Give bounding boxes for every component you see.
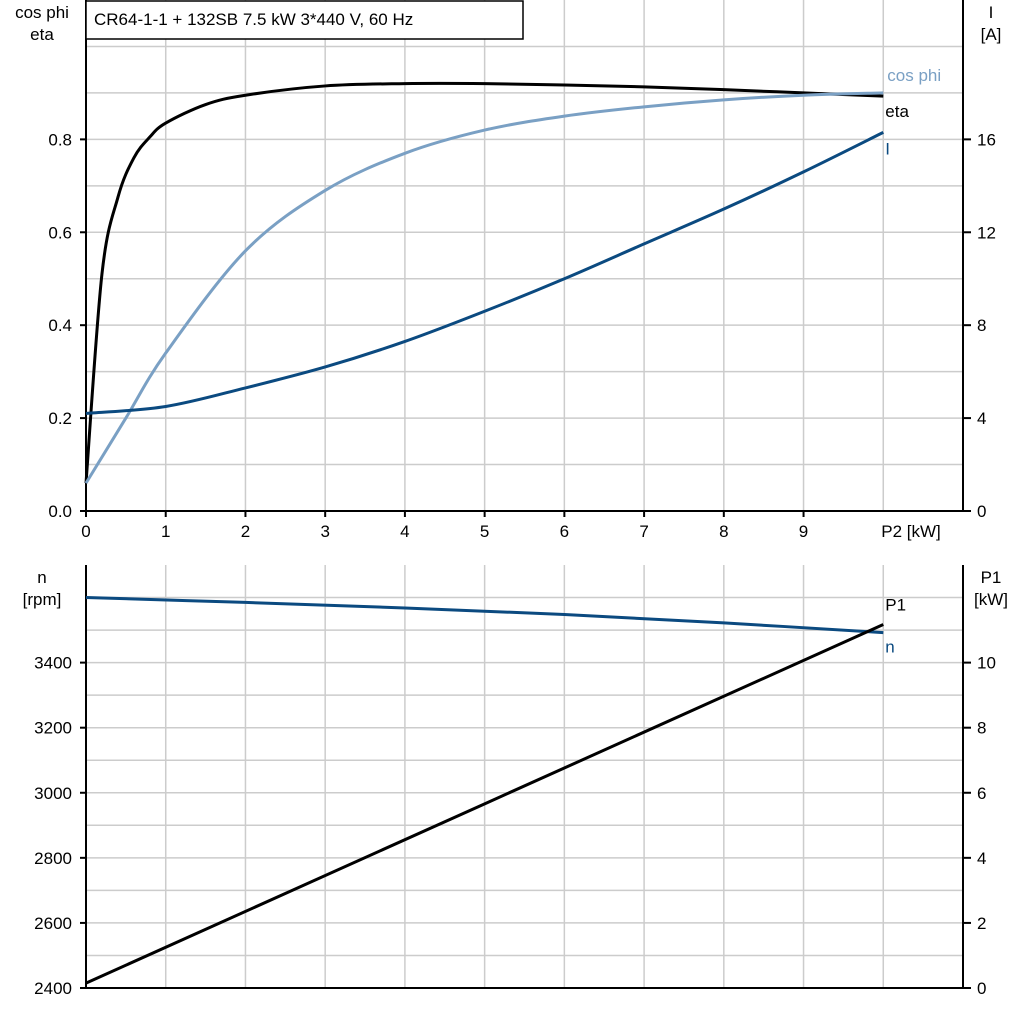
title-box [85,0,524,40]
y-tick-label-right: 16 [977,130,996,149]
y-axis-label-left: n [37,568,46,587]
y-tick-label-left: 0.4 [48,316,72,335]
y-tick-label-right: 6 [977,784,986,803]
y-axis-label-right: P1 [981,568,1002,587]
y-tick-label-left: 2800 [34,849,72,868]
series-line-n [85,596,884,635]
x-tick-label: 2 [241,522,250,541]
y-tick-label-left: 3200 [34,719,72,738]
x-tick-label: 1 [161,522,170,541]
chart-title: CR64-1-1 + 132SB 7.5 kW 3*440 V, 60 Hz [94,10,413,29]
x-tick-label: 3 [320,522,329,541]
x-tick-label: 5 [480,522,489,541]
y-tick-label-left: 0.0 [48,502,72,521]
y-tick-label-left: 2400 [34,979,72,998]
y-tick-label-left: 3000 [34,784,72,803]
y-axis-label-right: [kW] [974,590,1008,609]
series-label-p1: P1 [885,596,906,615]
y-tick-label-right: 8 [977,719,986,738]
series-line-p1 [85,623,884,985]
series-label-cos-phi: cos phi [887,66,941,85]
y-axis-label-right: I [989,3,994,22]
y-tick-label-left: 2600 [34,914,72,933]
y-tick-label-left: 3400 [34,654,72,673]
x-tick-label: 9 [799,522,808,541]
y-tick-label-right: 8 [977,316,986,335]
y-axis-label-left: cos phi [15,3,69,22]
series-line-eta [84,81,884,484]
y-tick-label-right: 2 [977,914,986,933]
y-tick-label-right: 4 [977,409,986,428]
series-label-eta: eta [885,102,909,121]
y-axis-label-left: eta [30,25,54,44]
series-label-n: n [885,638,894,657]
y-tick-label-left: 0.2 [48,409,72,428]
y-axis-label-left: [rpm] [23,590,62,609]
y-tick-label-right: 4 [977,849,986,868]
x-tick-label: 4 [400,522,409,541]
series-line-cos-phi [84,91,884,484]
y-tick-label-right: 0 [977,979,986,998]
x-tick-label: 8 [719,522,728,541]
series-label-i: I [885,139,890,158]
y-tick-label-right: 12 [977,223,996,242]
y-tick-label-left: 0.6 [48,223,72,242]
y-axis-label-right: [A] [981,25,1002,44]
series-line-i [85,131,884,415]
x-tick-label: 6 [560,522,569,541]
x-axis-label: P2 [kW] [881,522,941,541]
x-tick-label: 7 [639,522,648,541]
y-tick-label-left: 0.8 [48,130,72,149]
y-tick-label-right: 0 [977,502,986,521]
x-tick-label: 0 [81,522,90,541]
y-tick-label-right: 10 [977,654,996,673]
